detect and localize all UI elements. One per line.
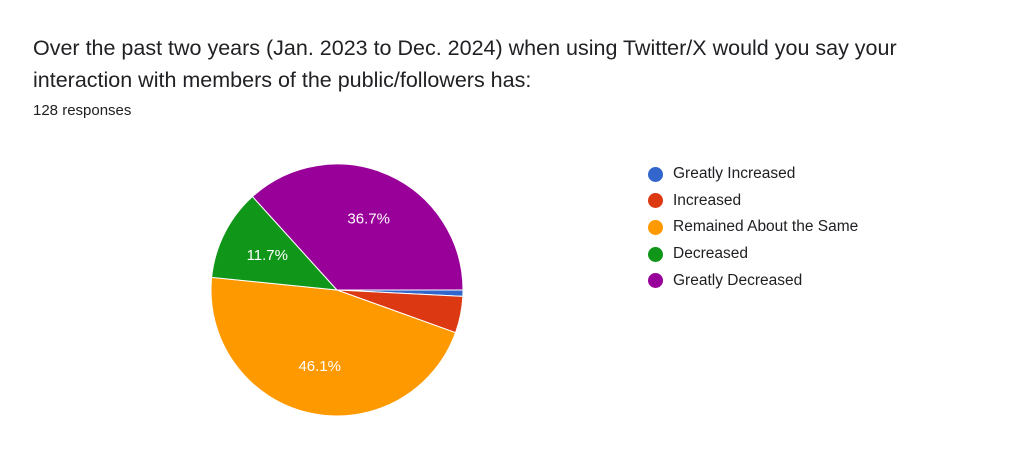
legend-swatch (648, 219, 663, 235)
legend-item: Remained About the Same (648, 214, 858, 241)
chart-title: Over the past two years (Jan. 2023 to De… (33, 36, 897, 92)
pie-slice-decreased (211, 195, 339, 291)
legend-label: Increased (673, 191, 742, 209)
legend-label: Remained About the Same (673, 218, 859, 236)
pie-data-label: 11.7% (247, 247, 288, 264)
pie-data-label: 36.7% (347, 211, 390, 228)
legend-label: Greatly Decreased (673, 271, 803, 289)
legend-item: Greatly Decreased (648, 267, 858, 294)
legend-swatch (648, 166, 663, 182)
legend-item: Increased (648, 188, 858, 215)
legend-item: Decreased (648, 241, 858, 268)
legend-label: Greatly Increased (673, 165, 796, 183)
legend-label: Decreased (673, 245, 748, 263)
legend-item: Greatly Increased (648, 161, 858, 188)
pie-data-label: 46.1% (298, 358, 341, 375)
legend-swatch (648, 193, 663, 209)
response-count: 128 responses (33, 102, 132, 119)
legend-swatch (648, 273, 663, 289)
pie-slice-greatly-decreased (251, 163, 464, 291)
pie-slice-remained-about-the-same (210, 276, 457, 417)
chart-legend: Greatly Increased Increased Remained About… (648, 161, 858, 294)
legend-swatch (648, 246, 663, 262)
